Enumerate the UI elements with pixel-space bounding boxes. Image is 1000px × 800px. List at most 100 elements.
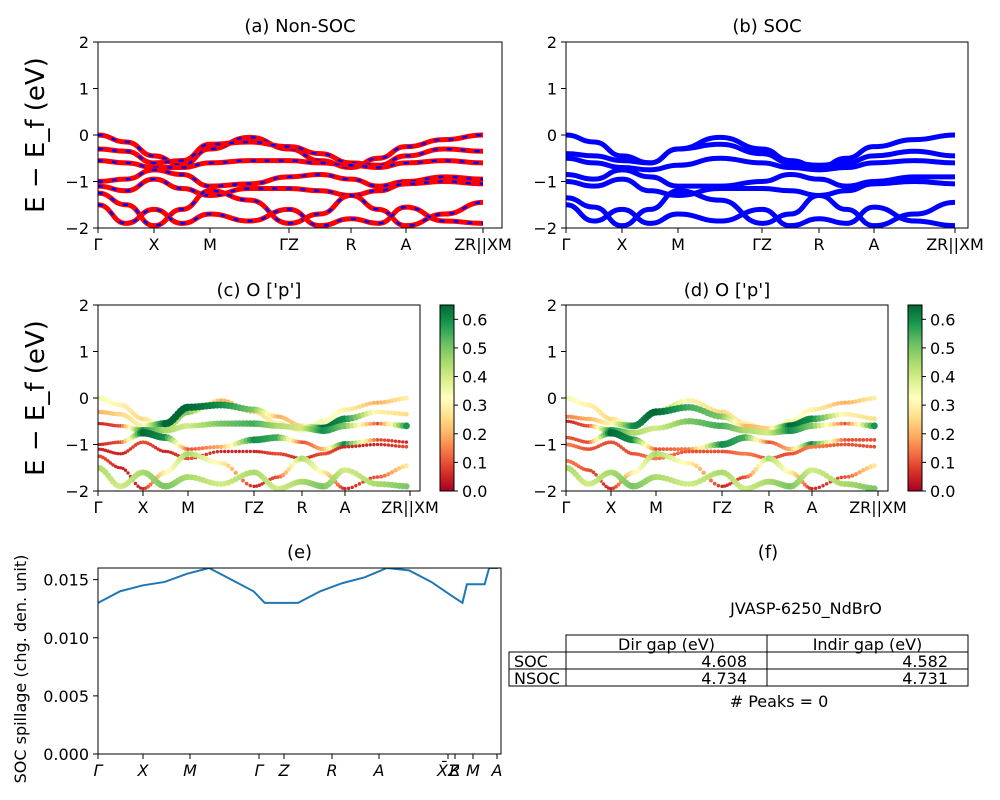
scatter-point xyxy=(835,421,840,426)
scatter-point xyxy=(262,450,267,455)
scatter-point xyxy=(832,443,836,447)
band-line xyxy=(566,132,956,171)
colorbar-tick-label: 0.6 xyxy=(930,310,955,329)
x-tick-label: M xyxy=(203,235,217,254)
scatter-point xyxy=(372,475,376,480)
scatter-point xyxy=(368,421,373,426)
band-line-dashed xyxy=(98,203,484,227)
x-tick-label: ZR||XM xyxy=(454,235,512,254)
scatter-point xyxy=(679,447,684,452)
scatter-point xyxy=(614,484,618,489)
band-line-dashed xyxy=(98,140,484,167)
scatter-point xyxy=(101,448,105,452)
scatter-point xyxy=(824,443,829,448)
scatter-point xyxy=(222,444,227,449)
scatter-point xyxy=(868,415,874,421)
y-tick-label: −2 xyxy=(65,219,89,238)
scatter-point xyxy=(872,444,877,449)
scatter-point xyxy=(861,438,866,442)
scatter-point xyxy=(389,470,395,475)
scatter-point xyxy=(868,438,873,442)
scatter-point xyxy=(694,463,699,469)
x-tick-label: X xyxy=(138,498,149,517)
y-tick-label: 2 xyxy=(79,33,89,52)
scatter-point xyxy=(809,444,815,449)
scatter-point xyxy=(286,466,292,472)
scatter-point xyxy=(214,460,220,466)
scatter-point xyxy=(390,439,394,443)
scatter-points-d xyxy=(566,395,878,491)
scatter-point xyxy=(233,470,238,475)
scatter-point xyxy=(278,452,283,456)
scatter-point xyxy=(197,446,201,451)
scatter-point xyxy=(725,483,729,487)
scatter-point xyxy=(226,463,231,469)
y-tick-label: 1 xyxy=(547,343,557,362)
scatter-point xyxy=(846,400,851,405)
scatter-point xyxy=(375,400,380,405)
scatter-point xyxy=(810,487,814,491)
colorbar-tick-label: 0.3 xyxy=(462,396,487,415)
scatter-point xyxy=(591,470,596,475)
scatter-point xyxy=(693,446,699,451)
y-tick-label: 0 xyxy=(547,389,557,408)
x-tick-label: M xyxy=(649,498,663,517)
scatter-point xyxy=(821,444,825,449)
scatter-point xyxy=(101,422,105,426)
scatter-point xyxy=(396,396,402,402)
scatter-point xyxy=(103,457,108,461)
scatter-point xyxy=(653,456,659,461)
colorbar-tick-label: 0.0 xyxy=(462,482,487,501)
scatter-point xyxy=(854,443,858,447)
scatter-point xyxy=(861,444,866,448)
scatter-point xyxy=(222,398,227,403)
scatter-point xyxy=(665,447,669,452)
scatter-point xyxy=(248,449,253,454)
scatter-point xyxy=(813,406,819,412)
scatter-point xyxy=(835,401,840,406)
y-tick-label: 2 xyxy=(79,296,89,315)
scatter-point xyxy=(218,460,224,466)
scatter-point xyxy=(839,437,844,443)
x-tick-label: M xyxy=(671,235,685,254)
panel-f: (f) JVASP-6250_NdBrO Dir gap (eV) Indir gap… xyxy=(508,542,969,711)
panel-a: (a) Non-SOC 2 1 0 −1 −2 Γ X M ΓZ R A ZR||XM xyxy=(65,16,511,254)
scatter-point xyxy=(690,449,695,454)
scatter-point xyxy=(403,483,410,490)
scatter-point xyxy=(204,452,209,457)
scatter-point xyxy=(601,482,606,486)
scatter-point xyxy=(207,445,213,450)
scatter-point xyxy=(712,481,717,486)
scatter-point xyxy=(283,470,289,475)
scatter-point xyxy=(872,438,877,442)
scatter-point xyxy=(846,474,851,479)
x-tick-label: A xyxy=(401,235,412,254)
scatter-point xyxy=(839,400,844,406)
scatter-point xyxy=(360,422,366,427)
y-tick-label: −2 xyxy=(65,482,89,501)
band-lines-b xyxy=(566,132,956,228)
scatter-point xyxy=(871,395,877,401)
scatter-point xyxy=(709,449,713,454)
scatter-point xyxy=(215,449,220,454)
scatter-point xyxy=(701,449,706,454)
scatter-point xyxy=(286,453,291,458)
scatter-point xyxy=(683,449,688,454)
scatter-point xyxy=(248,483,253,488)
scatter-point xyxy=(343,445,347,449)
scatter-point xyxy=(163,449,168,454)
scatter-point xyxy=(342,407,348,413)
scatter-point xyxy=(364,421,369,427)
scatter-point xyxy=(252,484,256,489)
x-tick-label: R xyxy=(449,761,460,780)
scatter-point xyxy=(189,447,194,451)
scatter-point xyxy=(98,447,103,451)
scatter-point xyxy=(813,486,818,491)
colorbar-tick-label: 0.5 xyxy=(462,339,487,358)
panel-d: (d) O ['p'] 2 1 0 −1 −2 Γ X M ΓZ R A ZR||XM 0.6 0.5 0.4… xyxy=(533,280,955,517)
scatter-point xyxy=(843,442,847,447)
scatter-point xyxy=(853,412,859,418)
scatter-point xyxy=(244,449,249,454)
table-column-header: Indir gap (eV) xyxy=(813,635,923,654)
